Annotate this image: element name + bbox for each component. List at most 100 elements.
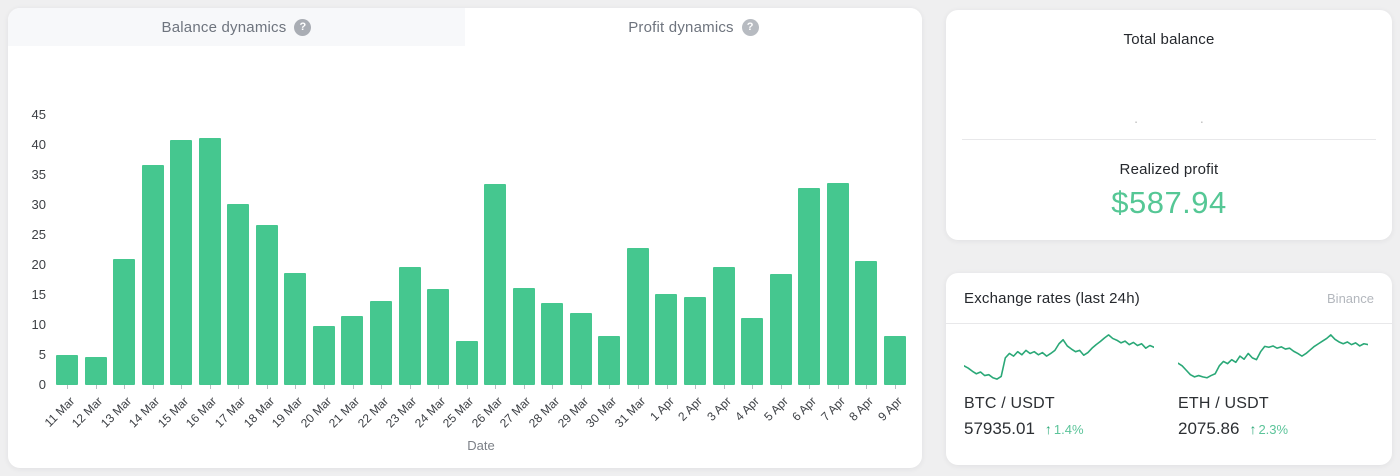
x-axis-tick: 25 Mar — [440, 394, 477, 431]
x-axis-tick: 23 Mar — [383, 394, 420, 431]
exchange-rates-title: Exchange rates (last 24h) — [964, 289, 1140, 307]
x-axis-tick: 16 Mar — [183, 394, 220, 431]
bar-13-mar[interactable] — [113, 259, 136, 385]
pair-btc-usdt: BTC / USDT 57935.01 ↑ 1.4% — [964, 331, 1160, 439]
bar-6-apr[interactable] — [798, 187, 821, 385]
bar-20-mar[interactable] — [312, 326, 335, 385]
bar-5-apr[interactable] — [769, 274, 792, 385]
x-axis-tickmark — [723, 385, 725, 389]
total-balance-title: Total balance — [1123, 31, 1215, 48]
bar-19-mar[interactable] — [284, 272, 307, 385]
x-axis-tickmark — [809, 385, 811, 389]
x-axis-tickmark — [580, 385, 582, 389]
bar-series — [56, 115, 906, 385]
pair-name: ETH / USDT — [1178, 395, 1269, 412]
x-axis-tick: 18 Mar — [240, 394, 277, 431]
x-axis-tick: 28 Mar — [525, 394, 563, 431]
exchange-rates-header: Exchange rates (last 24h) Binance — [946, 273, 1392, 324]
bar-27-mar[interactable] — [512, 288, 535, 385]
bar-30-mar[interactable] — [598, 336, 621, 385]
x-axis-tick: 11 Mar — [41, 394, 77, 430]
help-icon[interactable]: ? — [294, 18, 312, 36]
bar-24-mar[interactable] — [427, 289, 450, 385]
y-axis-tick: 40 — [31, 137, 46, 152]
bar-21-mar[interactable] — [341, 316, 364, 385]
bar-1-apr[interactable] — [655, 294, 678, 385]
total-balance-card: Total balance . . Realized profit $587.9… — [946, 10, 1392, 240]
x-axis-tickmark — [323, 385, 325, 389]
y-axis-tick: 30 — [31, 197, 46, 212]
x-axis-tickmark — [238, 385, 240, 389]
x-axis-tickmark — [552, 385, 554, 389]
x-axis-tickmark — [381, 385, 383, 389]
bar-15-mar[interactable] — [170, 140, 193, 385]
x-axis-tick: 13 Mar — [97, 394, 135, 431]
y-axis-tick: 0 — [38, 377, 46, 392]
x-axis-tick: 5 Apr — [760, 394, 791, 424]
bar-29-mar[interactable] — [569, 313, 592, 385]
bar-17-mar[interactable] — [227, 203, 250, 385]
bar-26-mar[interactable] — [484, 184, 507, 385]
x-axis-tickmark — [409, 385, 411, 389]
x-axis-tick: 27 Mar — [497, 394, 534, 431]
x-axis-tick: 4 Apr — [732, 394, 763, 424]
x-axis-tickmark — [752, 385, 754, 389]
bar-11-mar[interactable] — [56, 355, 78, 385]
y-axis-tick: 20 — [31, 257, 46, 272]
pair-change: 2.3% — [1258, 422, 1289, 437]
bar-14-mar[interactable] — [141, 164, 164, 385]
tab-balance-dynamics[interactable]: Balance dynamics ? — [8, 8, 465, 46]
x-axis-tick: 15 Mar — [154, 394, 192, 431]
bar-16-mar[interactable] — [198, 137, 221, 385]
exchange-rates-card: Exchange rates (last 24h) Binance BTC / … — [946, 273, 1392, 465]
x-axis-tick: 1 Apr — [646, 394, 677, 424]
x-axis-tick: 31 Mar — [611, 394, 648, 431]
x-axis-tick: 21 Mar — [326, 394, 363, 431]
up-arrow-icon: ↑ — [1249, 421, 1257, 437]
bar-8-apr[interactable] — [855, 261, 878, 385]
bar-2-apr[interactable] — [684, 296, 707, 385]
bar-12-mar[interactable] — [84, 356, 107, 385]
bar-7-apr[interactable] — [826, 183, 849, 385]
pair-eth-usdt: ETH / USDT 2075.86 ↑ 2.3% — [1178, 331, 1374, 439]
x-axis-tickmark — [609, 385, 611, 389]
x-axis: 11 Mar 12 Mar 13 Mar 14 Mar 15 Mar 16 Mar 17 M… — [41, 385, 906, 447]
exchange-source-label: Binance — [1327, 290, 1374, 306]
x-axis-tickmark — [124, 385, 126, 389]
y-axis-tick: 15 — [31, 287, 46, 302]
bar-3-apr[interactable] — [712, 266, 735, 385]
y-axis-tick: 5 — [38, 347, 46, 362]
realized-profit-label: Realized profit — [1119, 161, 1219, 178]
bar-4-apr[interactable] — [741, 318, 764, 385]
x-axis-tickmark — [152, 385, 154, 389]
bar-18-mar[interactable] — [255, 224, 278, 385]
masked-balance-value: . . — [1134, 110, 1204, 126]
x-axis-tick: 22 Mar — [354, 394, 391, 431]
x-axis-tickmark — [209, 385, 211, 389]
eth-sparkline-chart — [1178, 331, 1368, 383]
bar-22-mar[interactable] — [370, 301, 393, 385]
bar-9-apr[interactable] — [883, 335, 906, 385]
help-icon[interactable]: ? — [741, 18, 759, 36]
up-arrow-icon: ↑ — [1044, 421, 1052, 437]
x-axis-tickmark — [466, 385, 468, 389]
tab-profit-dynamics[interactable]: Profit dynamics ? — [465, 8, 922, 46]
x-axis-tick: 3 Apr — [703, 394, 734, 424]
bar-28-mar[interactable] — [541, 303, 564, 385]
x-axis-tickmark — [638, 385, 640, 389]
bar-25-mar[interactable] — [455, 340, 478, 385]
divider — [962, 139, 1376, 140]
x-axis-tickmark — [67, 385, 68, 389]
tab-profit-dynamics-label: Profit dynamics — [628, 18, 734, 36]
x-axis-tick: 14 Mar — [126, 394, 163, 431]
x-axis-tick: 19 Mar — [269, 394, 306, 431]
y-axis: 0 5 10 15 20 25 30 35 40 45 — [12, 8, 46, 468]
x-axis-tickmark — [837, 385, 839, 389]
x-axis-tickmark — [438, 385, 440, 389]
x-axis-tickmark — [181, 385, 183, 389]
bar-23-mar[interactable] — [398, 267, 421, 385]
bar-31-mar[interactable] — [626, 248, 649, 385]
x-axis-tick: 20 Mar — [297, 394, 334, 431]
x-axis-tick: 2 Apr — [675, 394, 706, 424]
x-axis-tickmark — [666, 385, 668, 389]
